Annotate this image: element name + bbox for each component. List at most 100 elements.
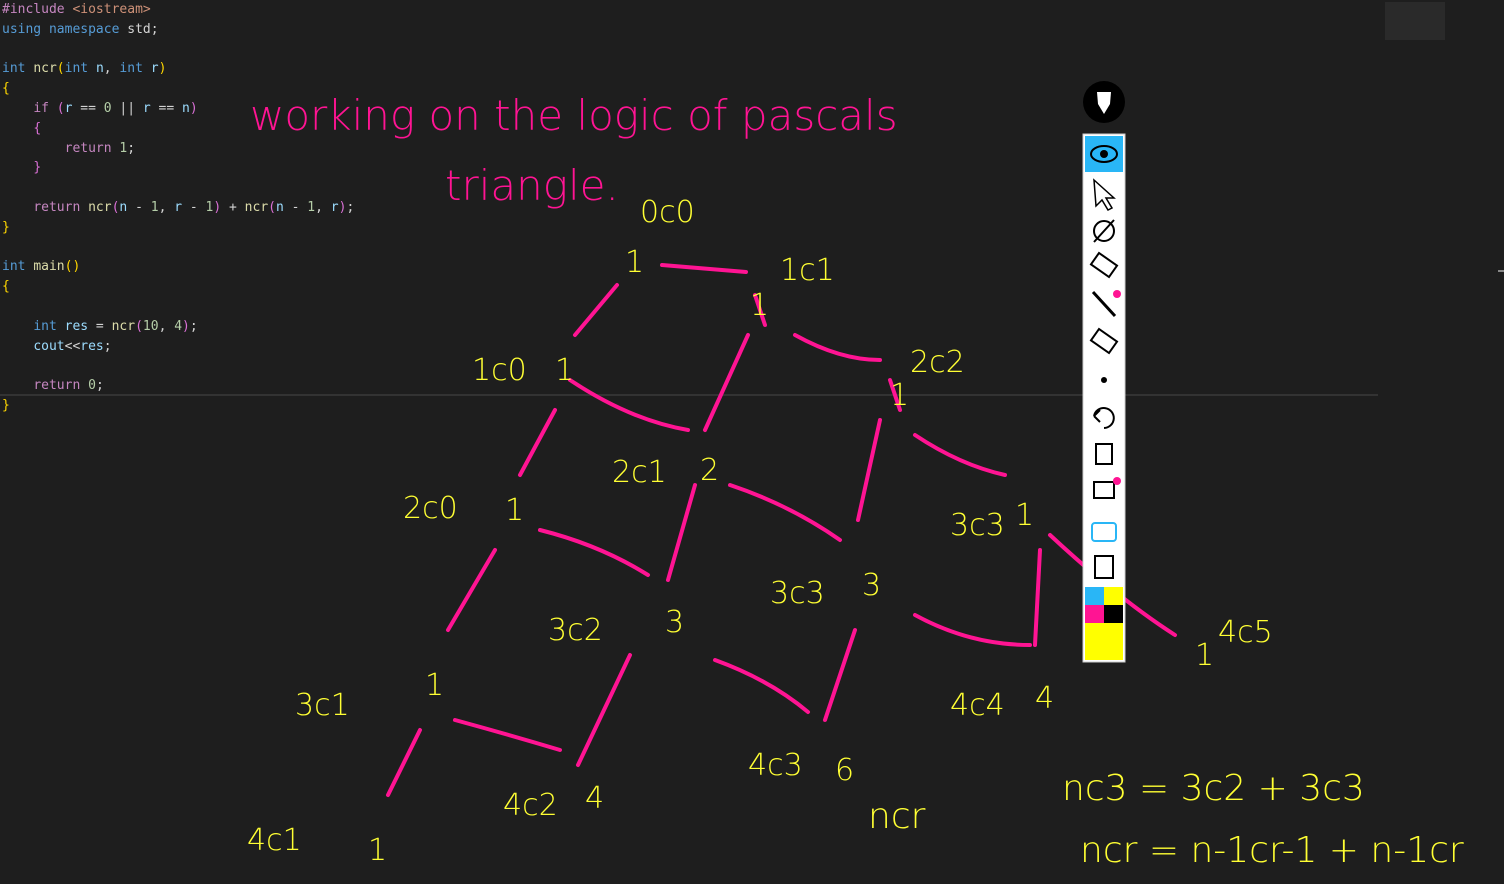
code-token: n <box>182 100 190 116</box>
color-swatch[interactable] <box>1085 587 1104 605</box>
code-token: r <box>142 100 151 116</box>
board-button[interactable] <box>1093 481 1115 499</box>
code-token: int <box>33 318 57 334</box>
code-token: 0 <box>88 378 96 394</box>
node-label: 1 <box>555 353 574 388</box>
code-token: } <box>2 397 10 413</box>
node-labels: 0c0 1 1c1 1c0 1 1 2c2 1 2c1 2 2c0 1 3c3 … <box>247 195 1273 868</box>
code-token: = <box>88 318 112 334</box>
code-token: int <box>119 61 143 77</box>
timer-button[interactable] <box>1093 220 1115 242</box>
stroke <box>576 653 632 767</box>
stroke <box>913 613 1032 647</box>
code-token: namespace <box>48 21 120 37</box>
code-token: 10 <box>142 318 159 334</box>
code-token: 1 <box>307 199 316 215</box>
code-token: { <box>2 81 10 97</box>
code-token: 0 <box>103 100 112 116</box>
stroke <box>446 548 497 632</box>
node-label: 0c0 <box>640 195 695 230</box>
code-token: if <box>33 100 49 116</box>
color-swatch[interactable] <box>1085 605 1104 623</box>
stroke <box>703 333 750 432</box>
node-label: 3 <box>665 605 684 640</box>
code-token: ) <box>213 199 222 215</box>
code-token: return <box>33 199 81 215</box>
code-token: } <box>33 160 42 176</box>
code-token: () <box>64 259 81 275</box>
code-line: { <box>2 277 354 297</box>
code-token: ( <box>268 199 276 215</box>
code-token: n <box>119 199 128 215</box>
code-token: == <box>150 100 183 116</box>
node-label: 3c3 <box>770 576 825 611</box>
code-token: int <box>2 259 26 275</box>
node-label: 1 <box>625 245 644 280</box>
code-token: ; <box>189 318 198 334</box>
code-token: ( <box>111 199 120 215</box>
code-token: 4 <box>174 318 183 334</box>
code-line: } <box>2 158 354 178</box>
eye-icon <box>1100 150 1108 158</box>
code-token: << <box>64 338 81 354</box>
code-token: using <box>2 21 42 37</box>
code-token: ncr <box>111 318 136 334</box>
code-token: #include <box>2 2 65 17</box>
stroke <box>538 528 650 577</box>
eraser-button[interactable] <box>1089 327 1119 355</box>
code-token: - <box>182 199 206 215</box>
code-token: , <box>158 199 175 215</box>
code-token: ; <box>127 140 136 156</box>
code-token: { <box>33 120 42 136</box>
node-label: 2c0 <box>403 491 458 526</box>
code-token: } <box>2 219 10 235</box>
code-token: n <box>275 199 284 215</box>
code-token: res <box>80 338 104 354</box>
code-token: { <box>2 279 10 295</box>
pen-button[interactable] <box>1091 290 1117 318</box>
color-swatch[interactable] <box>1104 605 1123 623</box>
eye-icon <box>1090 145 1118 163</box>
node-label: 1 <box>1195 638 1214 673</box>
node-label: 2c2 <box>910 345 965 380</box>
code-token: r <box>330 199 339 215</box>
code-token: ; <box>103 338 112 354</box>
code-token: n <box>95 61 104 77</box>
camera-button[interactable] <box>1091 522 1117 542</box>
stroke <box>518 408 557 477</box>
undo-button[interactable] <box>1093 407 1115 429</box>
code-line: int main() <box>2 257 354 277</box>
code-line: cout<<res; <box>2 337 354 357</box>
color-swatch[interactable] <box>1104 587 1123 605</box>
code-token: - <box>283 199 308 215</box>
node-label: 3c1 <box>295 688 350 723</box>
node-label: 1 <box>425 668 444 703</box>
color-dot <box>1113 290 1121 298</box>
node-label: 1 <box>750 288 769 323</box>
cursor-button[interactable] <box>1093 178 1116 211</box>
clipboard-button[interactable] <box>1094 555 1114 579</box>
node-label: 2 <box>700 453 719 488</box>
code-token: 1 <box>205 199 214 215</box>
stroke <box>913 433 1007 477</box>
stroke <box>713 658 810 714</box>
code-token: ) <box>338 199 347 215</box>
size-button[interactable] <box>1101 377 1107 383</box>
code-token: 1 <box>150 199 159 215</box>
code-token: || <box>111 100 143 116</box>
code-line: { <box>2 119 354 139</box>
highlighter-button[interactable] <box>1089 251 1119 279</box>
code-token: main <box>33 259 65 275</box>
node-label: 3 <box>862 568 881 603</box>
code-token: ncr <box>33 61 57 77</box>
node-label: 4c2 <box>503 788 558 823</box>
code-token: ) <box>189 100 198 116</box>
node-label: 4 <box>585 781 604 816</box>
minimap <box>1385 2 1445 40</box>
code-token: , <box>315 199 331 215</box>
node-label: 3c2 <box>548 613 603 648</box>
trash-button[interactable] <box>1095 443 1113 465</box>
node-label: 1 <box>505 493 524 528</box>
